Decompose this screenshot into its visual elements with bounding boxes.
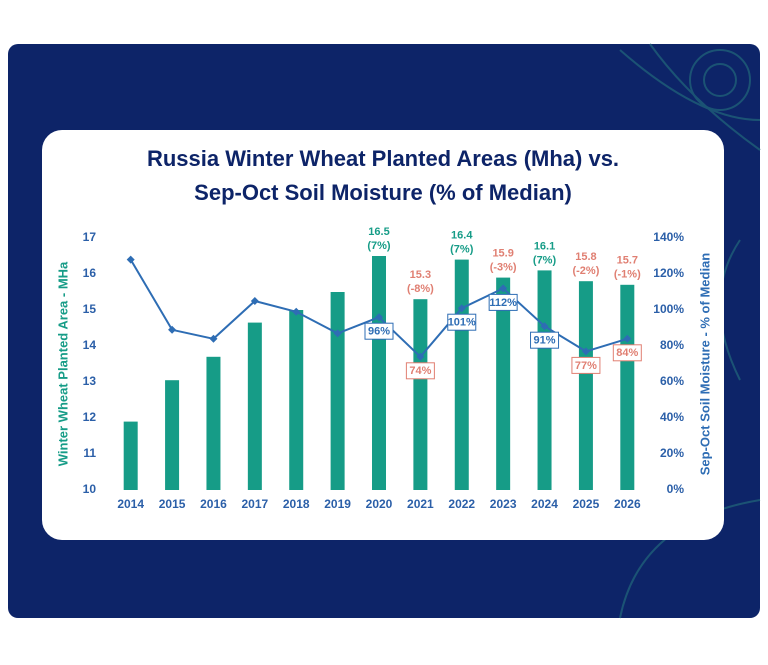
data-label: 101% [448,317,476,329]
y2-tick-label: 0% [667,482,685,496]
y2-tick-label: 100% [653,302,684,316]
x-tick-label: 2014 [117,497,144,511]
y2-tick-label: 80% [660,338,684,352]
data-label: 16.5 [368,226,389,238]
bar [413,299,428,490]
x-tick-label: 2022 [448,497,475,511]
x-tick-label: 2015 [159,497,186,511]
y-tick-label: 11 [83,446,96,460]
marker [457,304,466,313]
change-label: (-3%) [490,262,517,274]
change-label: (-2%) [572,265,599,277]
label-box [612,344,642,362]
y2-axis-title: Sep-Oct Soil Moisture - % of Median [697,253,712,476]
bar [620,284,635,490]
x-tick-label: 2025 [573,497,600,511]
data-label: 15.9 [492,248,513,260]
bar [289,310,304,490]
y-tick-label: 16 [83,266,97,280]
y2-tick-label: 20% [660,446,684,460]
marker [416,352,425,361]
data-label: 16.1 [534,240,555,252]
label-box [530,331,560,349]
change-label: (7%) [450,244,474,256]
x-tick-label: 2016 [200,497,227,511]
chart-title: Sep-Oct Soil Moisture (% of Median) [194,180,572,205]
x-tick-label: 2020 [366,497,393,511]
y-tick-label: 14 [83,338,97,352]
y2-tick-label: 140% [653,230,684,244]
change-label: (-1%) [614,269,641,281]
label-box [447,313,477,331]
marker [581,347,590,356]
label-box [571,356,601,374]
y-tick-label: 12 [83,410,97,424]
x-tick-label: 2021 [407,497,434,511]
y2-tick-label: 120% [653,266,684,280]
x-tick-label: 2019 [324,497,351,511]
y-tick-label: 15 [83,302,97,316]
bar [330,292,345,490]
marker [333,329,342,338]
marker [375,313,383,322]
x-tick-label: 2023 [490,497,517,511]
data-label: 15.7 [617,255,638,267]
bar [206,356,221,490]
y-tick-label: 10 [83,482,97,496]
marker [623,334,632,343]
marker [209,334,218,343]
data-label: 91% [534,335,556,347]
chart-title: Russia Winter Wheat Planted Areas (Mha) … [147,146,619,171]
data-label: 15.8 [575,251,596,263]
x-tick-label: 2018 [283,497,310,511]
y2-tick-label: 40% [660,410,684,424]
marker [126,255,135,264]
bar [165,380,180,490]
x-tick-label: 2024 [531,497,558,511]
data-label: 84% [616,347,638,359]
marker [250,297,259,305]
y2-tick-label: 60% [660,374,684,388]
bar [454,259,469,490]
data-label: 15.3 [410,269,431,281]
x-tick-label: 2026 [614,497,641,511]
change-label: (-8%) [407,283,434,295]
marker [292,307,301,316]
data-label: 96% [368,326,390,338]
y-axis-title: Winter Wheat Planted Area - MHa [55,261,70,466]
change-label: (7%) [367,240,391,252]
x-tick-label: 2017 [241,497,268,511]
change-label: (7%) [533,254,557,266]
marker [499,284,508,293]
y-tick-label: 17 [83,230,97,244]
bar [247,322,262,490]
marker [168,325,177,334]
data-label: 112% [489,297,517,309]
bar [372,256,386,490]
data-label: 16.4 [451,230,473,242]
data-label: 74% [409,365,431,377]
y-tick-label: 13 [83,374,97,388]
label-box [488,293,518,311]
bar [578,281,593,490]
bar [123,421,138,490]
data-label: 77% [575,360,597,372]
label-box [364,322,394,340]
marker [540,322,549,331]
bar [537,270,552,490]
bar [496,277,511,490]
label-box [405,362,435,380]
